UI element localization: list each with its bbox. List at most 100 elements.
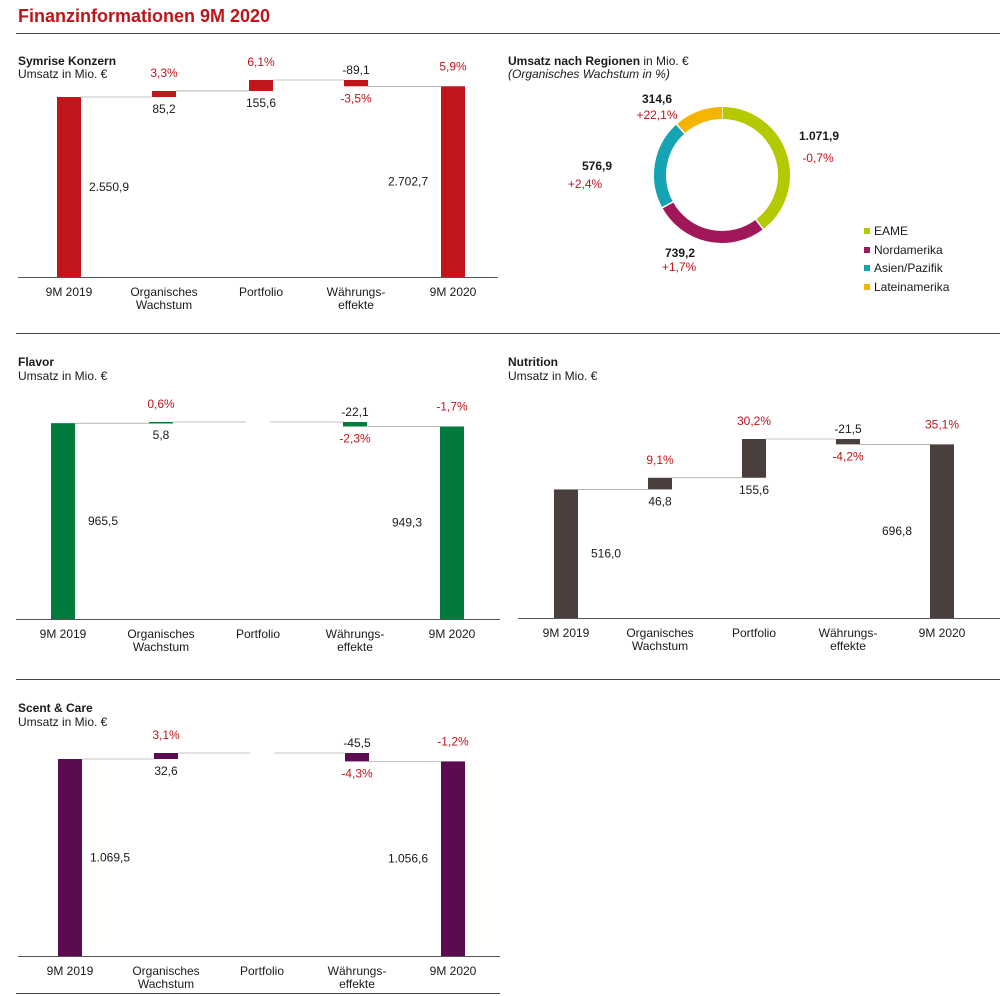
scent-growth-label: 3,1% [152,728,180,742]
scent-bar [58,759,82,956]
flavor-growth-label: 0,6% [147,397,175,411]
regions-slice-separator [754,218,765,231]
regions-title-text: Umsatz nach Regionen [508,54,641,68]
konzern-growth-label: 5,9% [439,59,467,73]
nutrition-category-label: Wachstum [632,639,688,653]
page-title: Finanzinformationen 9M 2020 [18,6,271,26]
legend-swatch [864,265,870,272]
nutrition-category-label: Organisches [626,626,693,640]
legend-item: Asien/Pazifik [864,259,949,278]
flavor-category-label: Währungs- [326,627,385,641]
section-rule-2 [16,679,1000,680]
konzern-category-label: Währungs- [327,285,386,299]
nutrition-category-label: 9M 2019 [543,626,590,640]
flavor-value-label: 949,3 [392,516,422,530]
legend-swatch [864,283,870,290]
regions-slice [662,201,764,243]
flavor-value-label: 965,5 [88,514,118,528]
flavor-category-label: effekte [337,640,373,654]
legend-swatch [864,228,870,235]
flavor-category-label: 9M 2020 [429,627,476,641]
konzern-subtitle: Umsatz in Mio. € [18,67,108,81]
flavor-growth-label: -1,7% [436,399,468,413]
nutrition-growth-label: -4,2% [832,449,864,463]
nutrition-bar [930,444,954,618]
nutrition-value-label: 696,8 [882,524,912,538]
flavor-category-label: Portfolio [236,627,280,641]
scent-bar [441,761,465,956]
scent-subtitle: Umsatz in Mio. € [18,715,108,729]
legend-label: EAME [874,224,909,239]
konzern-value-label: 2.702,7 [388,175,428,189]
legend-label: Nordamerika [874,242,943,257]
regions-slice [654,124,685,208]
regions-legend: EAME Nordamerika Asien/Pazifik Lateinamerik… [864,222,949,296]
regions-value-label: 314,6 [642,92,672,106]
scent-growth-label: -4,3% [341,766,373,780]
nutrition-growth-label: 30,2% [737,414,771,428]
nutrition-category-label: 9M 2020 [919,626,966,640]
nutrition-category-label: effekte [830,639,866,653]
konzern-category-label: Portfolio [239,285,283,299]
nutrition-bar [554,489,578,618]
konzern-category-label: effekte [338,298,374,312]
konzern-bar [344,80,368,87]
regions-growth-label: +22,1% [636,108,677,122]
konzern-category-label: Wachstum [136,298,192,312]
konzern-bar [249,80,273,91]
konzern-growth-label: -3,5% [340,91,372,105]
regions-title: Umsatz nach Regionen in Mio. € [508,54,689,68]
scent-category-label: Organisches [132,964,199,978]
regions-value-label: 739,2 [665,246,695,260]
flavor-bar [51,423,75,619]
flavor-value-label: 5,8 [153,428,170,442]
scent-category-label: 9M 2020 [430,964,477,978]
konzern-value-label: 85,2 [152,102,176,116]
konzern-bar [57,96,81,277]
konzern-value-label: 2.550,9 [89,180,129,194]
konzern-category-label: 9M 2020 [430,285,477,299]
nutrition-title: Nutrition [508,355,558,369]
flavor-bar [440,426,464,619]
scent-category-label: 9M 2019 [47,964,94,978]
regions-slice [721,107,790,230]
nutrition-value-label: -21,5 [834,422,862,436]
regions-subtitle: (Organisches Wachstum in %) [508,67,670,81]
konzern-value-label: 155,6 [246,96,276,110]
scent-category-label: Währungs- [328,964,387,978]
legend-swatch [864,246,870,253]
nutrition-value-label: 46,8 [648,494,672,508]
nutrition-value-label: 155,6 [739,483,769,497]
regions-value-label: 1.071,9 [799,129,839,143]
flavor-bar [343,422,367,427]
nutrition-bar [836,439,860,445]
konzern-growth-label: 6,1% [247,55,275,69]
nutrition-category-label: Währungs- [819,626,878,640]
konzern-bar [441,86,465,278]
regions-slice [676,107,723,134]
scent-value-label: 1.069,5 [90,851,130,865]
nutrition-category-label: Portfolio [732,626,776,640]
scent-value-label: 1.056,6 [388,852,428,866]
regions-value-label: 576,9 [582,159,612,173]
legend-label: Lateinamerika [874,279,950,294]
konzern-category-label: Organisches [130,285,197,299]
regions-growth-label: -0,7% [802,151,834,165]
flavor-subtitle: Umsatz in Mio. € [18,369,108,383]
legend-item: Lateinamerika [864,278,949,297]
flavor-bar [149,422,173,424]
flavor-title: Flavor [18,355,55,369]
legend-item: Nordamerika [864,241,949,260]
section-rule-3 [16,993,500,994]
section-rule-1 [16,333,1000,334]
scent-bar [154,753,178,760]
nutrition-growth-label: 35,1% [925,417,959,431]
legend-item: EAME [864,222,949,241]
regions-title-suffix: in Mio. € [643,54,689,68]
nutrition-bar [742,439,766,478]
scent-value-label: -45,5 [343,736,371,750]
